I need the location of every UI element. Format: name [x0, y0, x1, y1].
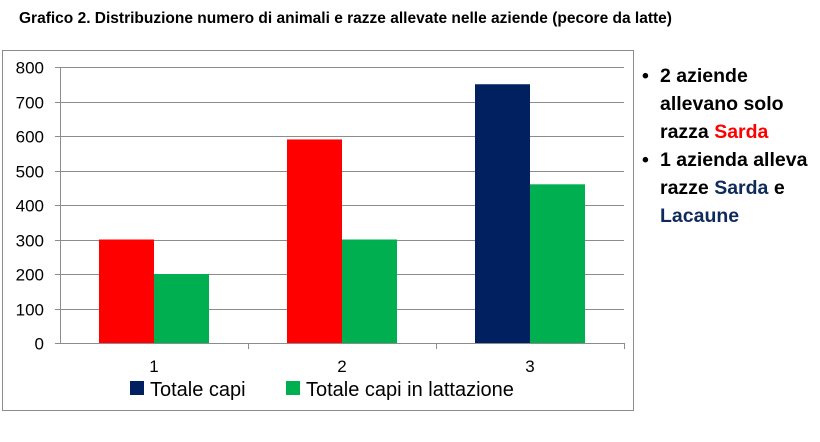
y-tick-label: 200	[16, 266, 44, 285]
x-tick-label: 2	[337, 357, 346, 376]
note-item: 2 aziende allevano solo razza Sarda	[638, 62, 820, 146]
y-tick-label: 100	[16, 301, 44, 320]
bar-totale-capi	[99, 239, 154, 343]
note-item: 1 azienda alleva razze Sarda e Lacaune	[638, 146, 820, 230]
y-tick-label: 700	[16, 94, 44, 113]
notes-list: 2 aziende allevano solo razza Sarda 1 az…	[638, 62, 820, 230]
x-axis: 1 2 3	[60, 343, 625, 376]
bar-totale-capi-in-lattazione	[530, 184, 585, 343]
legend-label: Totale capi	[150, 379, 246, 401]
y-tick-label: 0	[35, 335, 44, 354]
y-tick-label: 500	[16, 163, 44, 182]
bar-totale-capi-in-lattazione	[342, 239, 397, 343]
legend: Totale capi Totale capi in lattazione	[130, 379, 514, 401]
bar-totale-capi	[287, 139, 342, 343]
y-tick-label: 400	[16, 197, 44, 216]
chart-title: Grafico 2. Distribuzione numero di anima…	[19, 10, 672, 27]
y-tick-label: 300	[16, 232, 44, 251]
note-text: e	[768, 177, 785, 199]
note-highlight-sarda: Sarda	[714, 121, 769, 143]
x-tick-label: 3	[525, 357, 534, 376]
legend-swatch	[130, 381, 144, 395]
bar-totale-capi	[475, 84, 530, 343]
y-tick-label: 800	[16, 59, 44, 78]
bars	[99, 84, 585, 343]
legend-swatch	[286, 381, 300, 395]
y-axis: 0 100 200 300 400 500 600 700 800	[16, 59, 61, 354]
note-highlight-sarda: Sarda	[714, 177, 769, 199]
bar-chart: 0 100 200 300 400 500 600 700 800 1 2 3 Totale cap…	[2, 50, 634, 411]
legend-label: Totale capi in lattazione	[306, 379, 514, 401]
note-highlight-lacaune: Lacaune	[660, 205, 740, 227]
y-tick-label: 600	[16, 128, 44, 147]
note-text: 1 azienda alleva razze	[660, 149, 808, 199]
note-text: 2 aziende allevano solo razza	[660, 65, 784, 143]
x-tick-label: 1	[149, 357, 158, 376]
bar-totale-capi-in-lattazione	[154, 274, 209, 343]
